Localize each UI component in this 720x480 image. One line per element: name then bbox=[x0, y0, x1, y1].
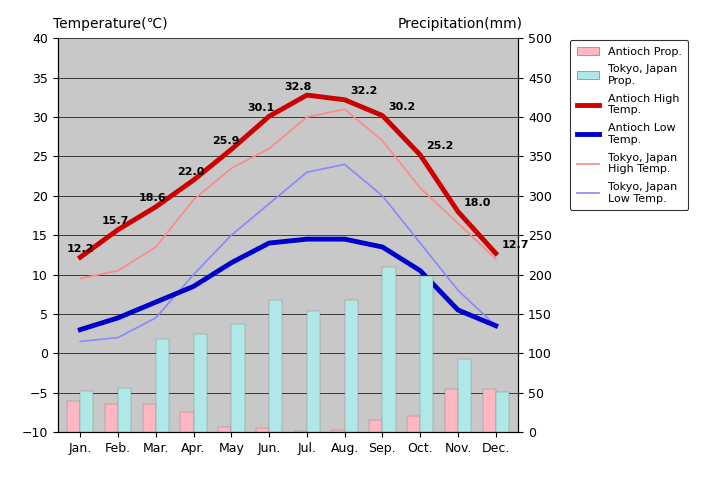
Text: 12.2: 12.2 bbox=[66, 244, 94, 254]
Text: 18.0: 18.0 bbox=[464, 198, 491, 208]
Bar bbox=[382, 267, 396, 432]
Bar bbox=[496, 392, 509, 432]
Bar bbox=[194, 334, 207, 432]
Text: 18.6: 18.6 bbox=[139, 193, 167, 204]
Text: 12.7: 12.7 bbox=[501, 240, 528, 250]
Bar bbox=[156, 339, 169, 432]
Bar bbox=[143, 405, 156, 432]
Text: 32.8: 32.8 bbox=[284, 82, 312, 92]
Bar bbox=[331, 430, 345, 432]
Bar bbox=[269, 300, 282, 432]
Bar bbox=[345, 300, 358, 432]
Bar bbox=[369, 420, 382, 432]
Text: 30.2: 30.2 bbox=[388, 102, 415, 112]
Bar bbox=[180, 412, 194, 432]
Bar bbox=[105, 405, 118, 432]
Bar bbox=[256, 428, 269, 432]
Legend: Antioch Prop., Tokyo, Japan
Prop., Antioch High
Temp., Antioch Low
Temp., Tokyo,: Antioch Prop., Tokyo, Japan Prop., Antio… bbox=[570, 40, 688, 210]
Bar bbox=[445, 389, 458, 432]
Bar bbox=[482, 389, 496, 432]
Bar bbox=[458, 359, 471, 432]
Bar bbox=[67, 400, 80, 432]
Text: 22.0: 22.0 bbox=[177, 167, 204, 177]
Text: 32.2: 32.2 bbox=[350, 86, 377, 96]
Bar bbox=[420, 276, 433, 432]
Text: 30.1: 30.1 bbox=[247, 103, 274, 113]
Text: Precipitation(mm): Precipitation(mm) bbox=[398, 16, 523, 31]
Text: 15.7: 15.7 bbox=[102, 216, 129, 226]
Text: Temperature(℃): Temperature(℃) bbox=[53, 16, 168, 31]
Bar bbox=[218, 427, 231, 432]
Bar bbox=[80, 391, 94, 432]
Bar bbox=[231, 324, 245, 432]
Text: 25.9: 25.9 bbox=[212, 136, 239, 146]
Bar bbox=[118, 388, 131, 432]
Bar bbox=[294, 431, 307, 432]
Bar bbox=[307, 311, 320, 432]
Bar bbox=[407, 416, 420, 432]
Text: 25.2: 25.2 bbox=[426, 141, 453, 151]
